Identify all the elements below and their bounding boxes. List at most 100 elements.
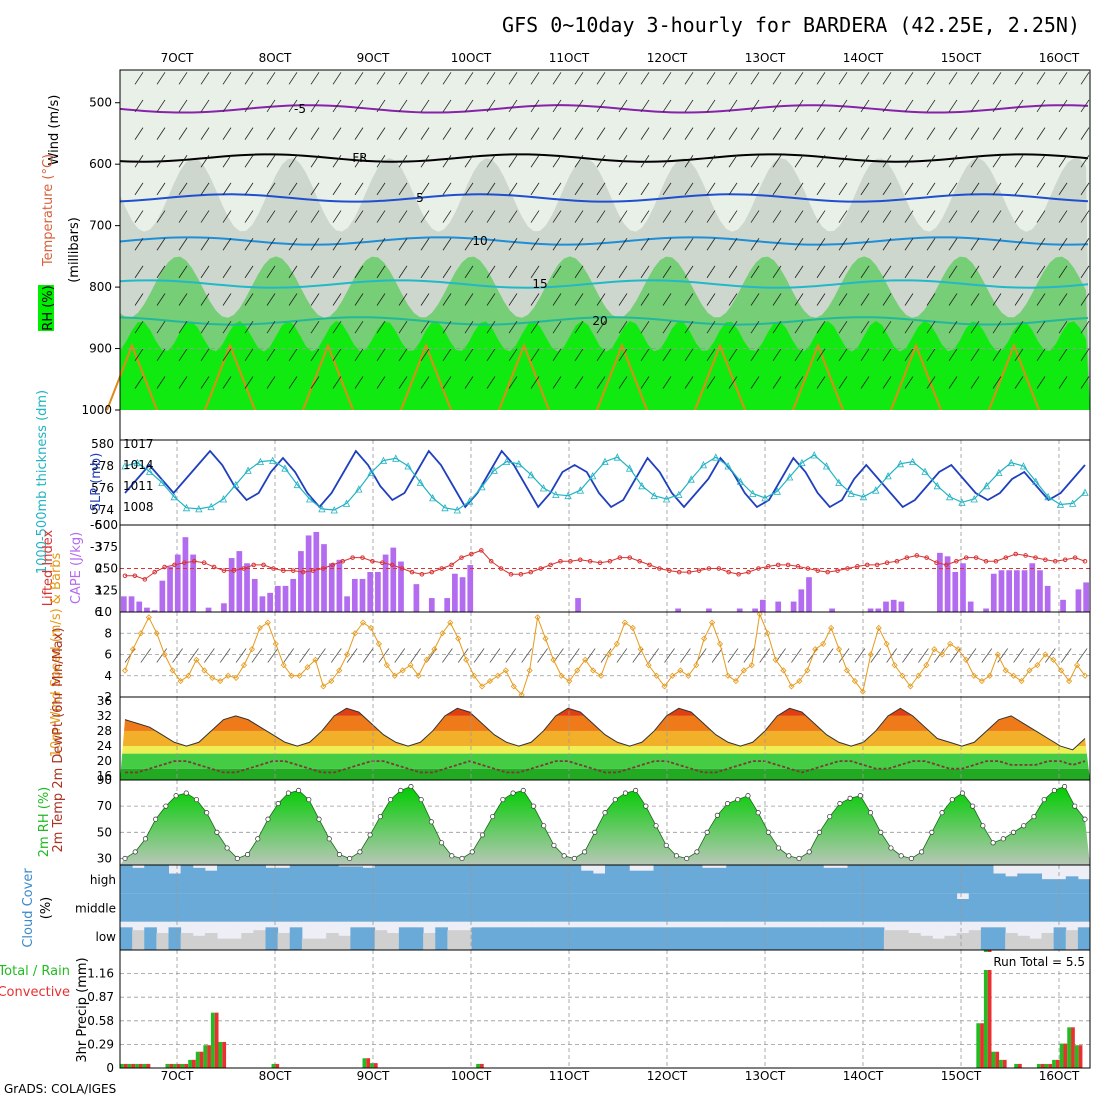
wind-barb (772, 348, 782, 362)
wind-barb (508, 99, 518, 113)
wind-barb (618, 376, 628, 389)
thickness-marker (724, 462, 732, 470)
wind-barb (332, 99, 342, 113)
wind-barb (486, 155, 496, 168)
wind-barb (970, 237, 980, 251)
lifted-index-marker (538, 566, 543, 571)
wind-speed-marker (716, 640, 724, 647)
rh-marker (479, 832, 485, 838)
cloud-high-bar (702, 867, 715, 894)
rh-marker (704, 829, 710, 835)
wind-barb (156, 237, 166, 251)
cloud-low-bar (423, 933, 436, 950)
precip-total-bar (127, 1063, 132, 1068)
lifted-index-marker (261, 562, 266, 568)
wind-barb (310, 155, 320, 168)
wind-barb (926, 155, 936, 168)
rh-marker (193, 797, 200, 803)
lifted-index-marker (182, 560, 187, 566)
wind-barb (188, 648, 199, 663)
rh-band (120, 320, 1090, 410)
temp-axis-label: 2m Temp 2m DewPt (6hr Min/Max) (51, 627, 66, 852)
cloud-middle-bar (350, 893, 363, 922)
wind-barb (1014, 155, 1024, 168)
cloud-high-bar (447, 865, 460, 894)
wind-barb (684, 348, 694, 362)
thickness-marker (1069, 499, 1077, 507)
cape-bar (998, 570, 1005, 612)
precip-tick-label: 0.87 (87, 990, 114, 1004)
thickness-marker (835, 478, 843, 486)
cloud-low-bar (580, 927, 594, 950)
wind-barb (266, 320, 276, 334)
thickness-marker (773, 487, 781, 495)
wind-barb (346, 648, 358, 663)
wind-speed-marker (288, 672, 295, 679)
wind-speed-marker (962, 656, 970, 663)
cloud-low-bar (908, 933, 921, 950)
wind-barb (420, 320, 430, 334)
wind-barb (266, 265, 276, 279)
rh-marker (755, 810, 761, 816)
x-tick-label-top: 7OCT (161, 51, 194, 65)
wind-barb (750, 182, 760, 196)
cloud-middle-bar (192, 893, 206, 922)
wind-barb (508, 72, 518, 85)
rh-marker (939, 810, 945, 816)
wind-barb (596, 210, 606, 223)
precip-total-bar (210, 1012, 215, 1068)
cape-bar (706, 608, 712, 612)
thickness-marker (1044, 492, 1052, 501)
lifted-index-marker (993, 558, 999, 564)
wind-barb (772, 99, 782, 113)
wind-speed-marker (240, 662, 248, 669)
cloud-middle-bar (459, 893, 473, 922)
wind-barb (376, 72, 386, 85)
wind-barb (505, 648, 517, 663)
precip-total-bar (1059, 1043, 1064, 1068)
wind-barb (794, 293, 804, 306)
rh-marker (714, 812, 720, 818)
wind-barb (134, 72, 144, 85)
thickness-axis-label: 1000-500mb thickness (dm) (35, 390, 50, 574)
lifted-index-marker (271, 566, 276, 571)
wind-barb (332, 265, 342, 279)
wind-barb (486, 210, 496, 223)
thickness-marker (896, 459, 905, 468)
cloud-high-bar (1077, 879, 1091, 894)
cape-bar (1083, 582, 1089, 612)
precip-convective-bar (366, 1058, 371, 1068)
rh-marker (285, 790, 291, 796)
rh-marker (439, 840, 445, 846)
wind-barb (970, 72, 980, 85)
rh-marker (806, 849, 812, 855)
precip-convective-bar (1018, 1063, 1022, 1068)
wind-barb (288, 320, 298, 334)
wind-barb (640, 127, 650, 140)
rh-marker (367, 832, 373, 838)
wind-barb (222, 320, 232, 334)
cloud-tick-label: low (96, 930, 117, 944)
wind-barb (552, 99, 562, 113)
wind-speed-marker (1066, 677, 1073, 685)
rh-marker (980, 823, 986, 829)
wind-barb (332, 72, 342, 85)
thickness-marker (207, 502, 215, 511)
cloud-high-bar (301, 865, 315, 894)
wind-barb (332, 182, 342, 196)
cape-tick-label: 125 (95, 583, 118, 597)
x-tick-label-top: 13OCT (745, 51, 786, 65)
wind-barb (1058, 320, 1068, 334)
wind-barb (420, 237, 430, 251)
thickness-marker (502, 457, 511, 465)
wind-barb (728, 348, 738, 362)
rh-marker (561, 853, 567, 859)
lifted-index-marker (162, 564, 167, 570)
wind-barb (838, 127, 848, 140)
wind-barb (970, 155, 980, 168)
wind-barb (486, 348, 496, 362)
wind-barb (574, 127, 584, 140)
cloud-middle-bar (338, 893, 351, 922)
wind-barb (200, 265, 210, 279)
wind-barb (772, 127, 782, 140)
